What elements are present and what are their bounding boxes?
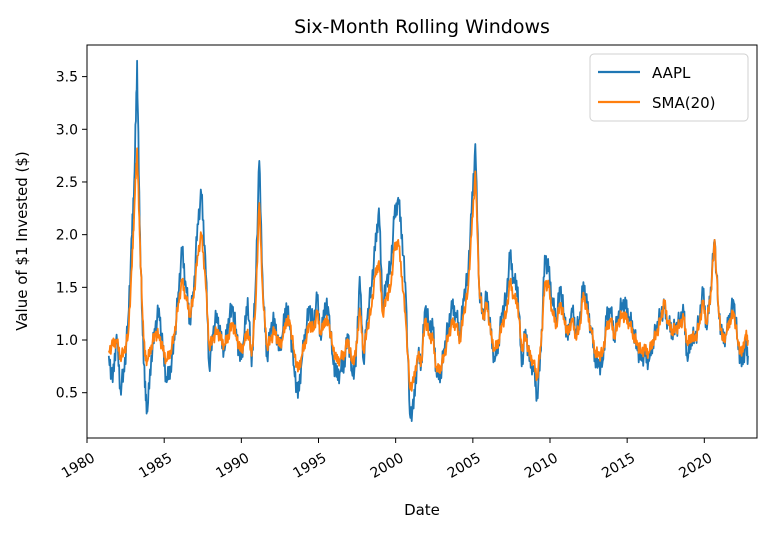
y-tick-label: 3.0 xyxy=(56,122,78,138)
x-tick-label: 2020 xyxy=(676,450,715,482)
x-tick-label: 2015 xyxy=(599,450,638,482)
y-tick-label: 1.5 xyxy=(56,280,78,296)
y-axis-label: Value of $1 Invested ($) xyxy=(13,151,31,331)
plot-area xyxy=(107,59,749,422)
legend-label-aapl: AAPL xyxy=(652,64,691,82)
legend-label-sma: SMA(20) xyxy=(652,94,716,112)
x-tick-label: 2005 xyxy=(445,450,484,482)
x-tick-label: 1980 xyxy=(59,450,98,482)
legend-box xyxy=(589,53,749,122)
y-tick-label: 2.5 xyxy=(56,175,78,191)
x-tick-label: 1995 xyxy=(291,450,330,482)
x-axis: 1980 1985 1990 1995 2000 2005 2010 2015 2020 xyxy=(59,438,715,482)
y-tick-label: 0.5 xyxy=(56,386,78,402)
x-tick-label: 1985 xyxy=(136,450,175,482)
x-tick-label: 1990 xyxy=(213,450,252,482)
y-tick-label: 2.0 xyxy=(56,228,78,244)
plot-frame xyxy=(86,44,758,439)
chart-title: Six-Month Rolling Windows xyxy=(294,16,550,38)
y-tick-label: 1.0 xyxy=(56,333,78,349)
series-layer xyxy=(107,59,749,422)
series-line-sma-20 xyxy=(107,147,749,392)
y-axis: 0.5 1.0 1.5 2.0 2.5 3.0 3.5 xyxy=(56,70,87,402)
x-tick-label: 2010 xyxy=(522,450,561,482)
y-tick-label: 3.5 xyxy=(56,70,78,86)
x-tick-label: 2000 xyxy=(368,450,407,482)
legend: AAPL SMA(20) xyxy=(589,53,749,122)
series-line-aapl xyxy=(107,59,749,422)
x-axis-label: Date xyxy=(404,501,440,519)
